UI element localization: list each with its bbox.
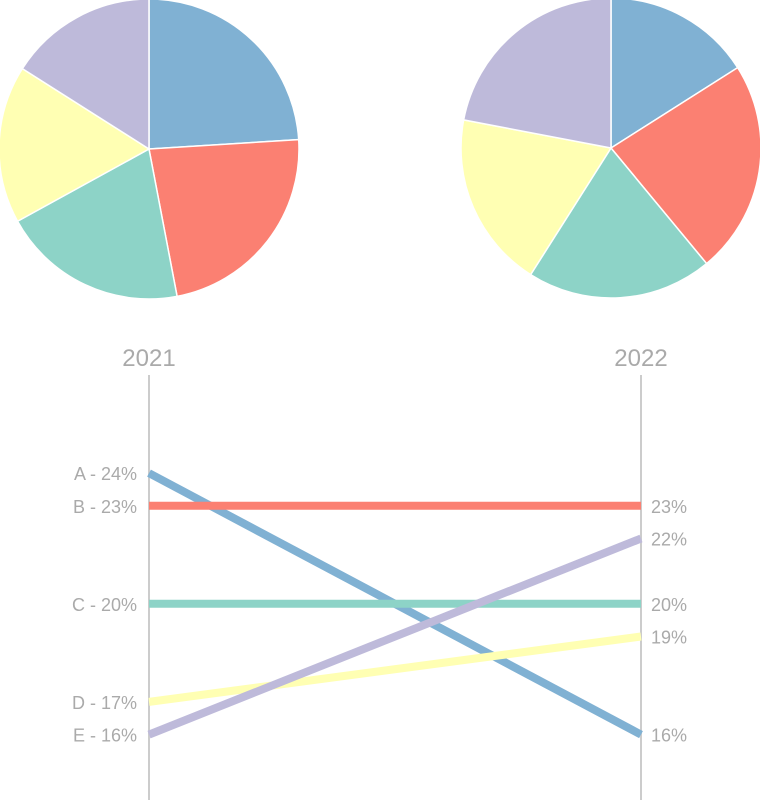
year-label-2022: 2022 (614, 345, 667, 372)
right-label-D: 19% (651, 628, 687, 648)
left-label-A: A - 24% (74, 464, 137, 484)
pie-slice-2022-B (609, 66, 760, 265)
pie-slice-2021-A (148, 0, 300, 150)
slope-line-E (147, 534, 643, 739)
slope-lines: A - 24% 16% B - 23% 23% C - 20% 20% D - 17% 19%… (72, 464, 687, 745)
right-label-C: 20% (651, 595, 687, 615)
left-label-E: E - 16% (73, 726, 137, 746)
pie-slice-2021-C (16, 147, 178, 300)
left-label-D: D - 17% (72, 693, 137, 713)
pie-slice-2022-E (462, 0, 612, 149)
slope-line-D (148, 632, 642, 706)
pie-slice-2021-B (148, 138, 300, 298)
pie-slice-2022-C (529, 146, 708, 299)
right-label-E: 22% (651, 530, 687, 550)
left-label-B: B - 23% (73, 497, 137, 517)
pie-slice-2021-D (0, 67, 151, 223)
pie-chart-2022 (460, 0, 760, 299)
pie-slice-2022-A (610, 0, 739, 150)
right-label-A: 16% (651, 726, 687, 746)
right-label-B: 23% (651, 497, 687, 517)
pie-slice-2021-E (21, 0, 150, 151)
pie-chart-2021 (0, 0, 300, 300)
pie-slice-2022-D (460, 119, 613, 276)
year-label-2021: 2021 (122, 345, 175, 372)
left-label-C: C - 20% (72, 595, 137, 615)
